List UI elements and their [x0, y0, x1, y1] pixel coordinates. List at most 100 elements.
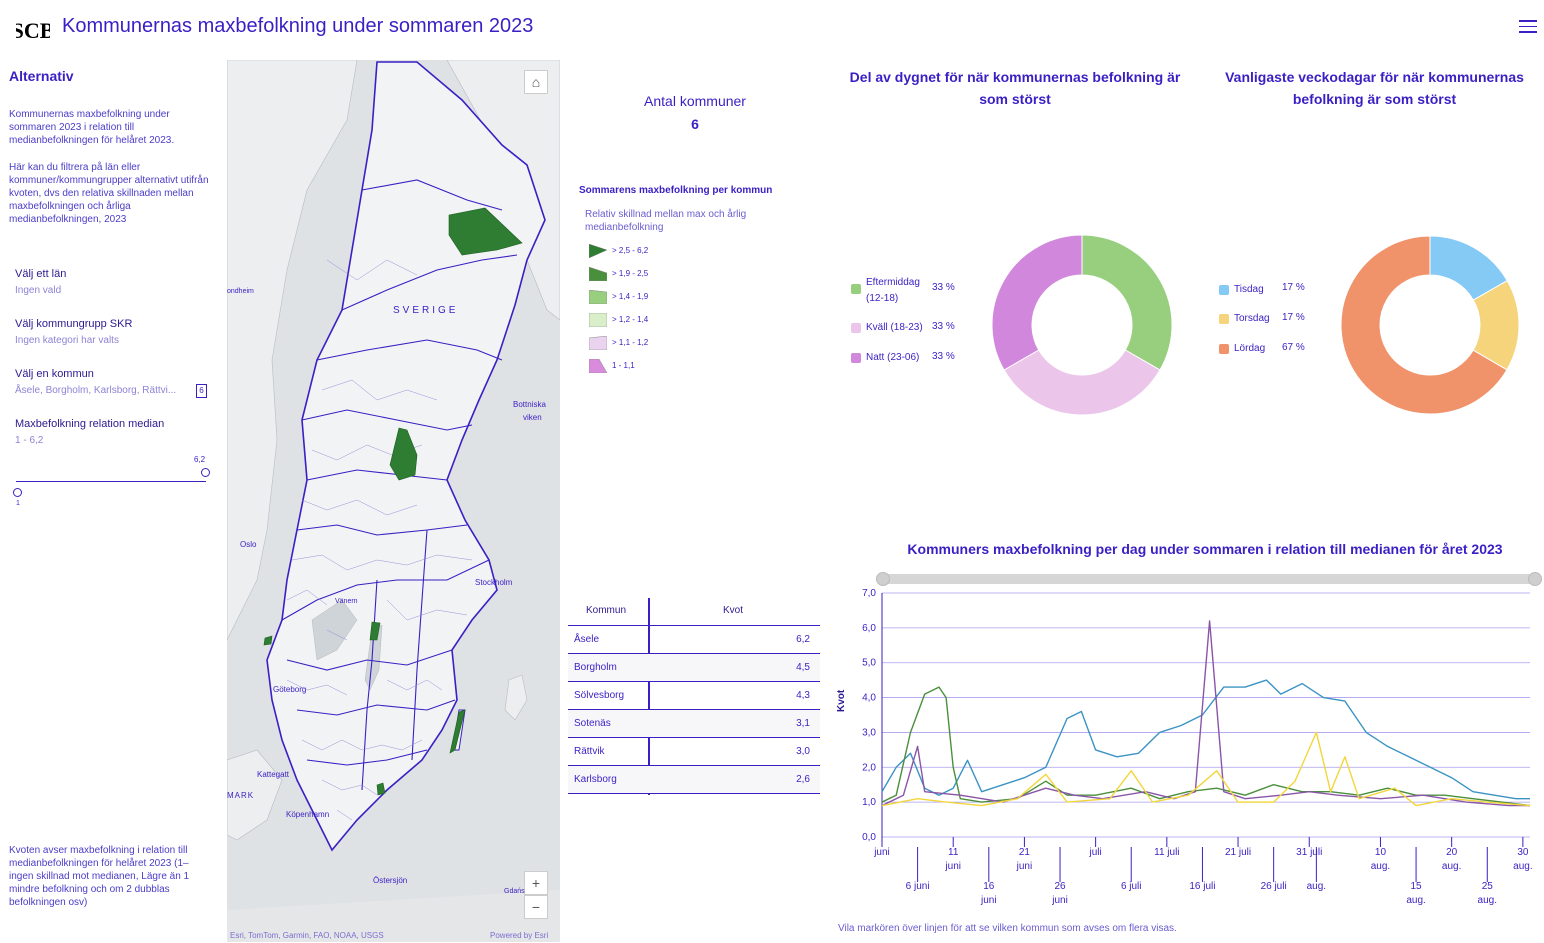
map-label-goteborg: Göteborg	[273, 685, 307, 694]
table-row[interactable]: Åsele 6,2	[568, 626, 820, 654]
kommun-rattvik[interactable]	[389, 427, 418, 481]
legend-subtitle: Relativ skillnad mellan max och årlig me…	[585, 209, 747, 233]
donut2-legend-swatch	[1219, 285, 1229, 295]
y-tick-label: 3,0	[862, 727, 876, 738]
donut2-title: Vanligaste veckodagar för när kommunerna…	[1225, 69, 1524, 107]
table-cell-kvot: 3,1	[796, 718, 810, 729]
donut2-legend-label: Lördag	[1234, 343, 1266, 354]
donut1-chart[interactable]	[980, 225, 1185, 425]
table-row[interactable]: Sotenäs 3,1	[568, 710, 820, 738]
table-cell-kommun: Sölvesborg	[574, 690, 625, 701]
donut2-legend-value: 17 %	[1282, 312, 1305, 323]
time-scrollbar-left-handle[interactable]	[876, 572, 890, 586]
table-header-kommun[interactable]: Kommun	[586, 605, 627, 616]
legend-label: > 2,5 - 6,2	[612, 246, 649, 255]
kommun-asele[interactable]	[448, 207, 523, 256]
slider-max-handle[interactable]	[201, 468, 210, 477]
slider-min-label: 1	[16, 500, 20, 507]
sidebar-heading: Alternativ	[9, 68, 74, 84]
sidebar-help: Här kan du filtrera på län eller kommune…	[9, 162, 209, 225]
map-canvas[interactable]	[227, 60, 560, 942]
kommun-borgholm[interactable]	[449, 709, 466, 754]
donut1-legend-swatch	[851, 284, 861, 294]
map-view[interactable]: ⌂ + − SVERIGE ondheim Bottniska viken Os…	[227, 60, 560, 942]
kommun-karlsborg[interactable]	[369, 621, 381, 641]
time-scrollbar[interactable]	[880, 574, 1542, 584]
kommun-solvesborg[interactable]	[376, 782, 386, 796]
filter-lan-label[interactable]: Välj ett län	[15, 268, 67, 280]
y-tick-label: 0,0	[862, 832, 876, 843]
map-label-viken: viken	[523, 413, 542, 422]
filter-skr-label[interactable]: Välj kommungrupp SKR	[15, 318, 133, 330]
home-icon[interactable]: ⌂	[524, 70, 548, 94]
slider-track[interactable]	[16, 481, 206, 482]
donut1-title: Del av dygnet för när kommunernas befolk…	[849, 69, 1181, 107]
legend-label: 1 - 1,1	[612, 361, 635, 370]
kpi-value: 6	[691, 116, 699, 132]
x-tick-label: 31 juli	[1296, 847, 1322, 858]
time-scrollbar-right-handle[interactable]	[1528, 572, 1542, 586]
map-label-vanern: Vänern	[335, 598, 358, 605]
esri-powered[interactable]: Powered by Esri	[490, 931, 549, 940]
legend-swatch	[589, 267, 607, 281]
donut-slice[interactable]	[1003, 349, 1161, 416]
series-line[interactable]	[881, 686, 1531, 807]
legend-label: > 1,4 - 1,9	[612, 292, 649, 301]
table-row[interactable]: Sölvesborg 4,3	[568, 682, 820, 710]
x-tick-label: 16 juli	[1189, 881, 1215, 892]
filter-kommun-value[interactable]: Åsele, Borgholm, Karlsborg, Rättvi...	[15, 385, 177, 396]
donut1-legend-label: Natt (23-06)	[866, 352, 920, 363]
donut1-legend-value: 33 %	[932, 321, 955, 332]
x-tick-label: 16 juni	[980, 881, 997, 906]
legend-label: > 1,2 - 1,4	[612, 315, 649, 324]
map-label-kattegatt: Kattegatt	[257, 770, 290, 779]
map-label-sverige: SVERIGE	[393, 305, 459, 316]
x-tick-label: juli	[1089, 847, 1102, 858]
donut2-legend-swatch	[1219, 344, 1229, 354]
x-tick-label: 6 juli	[1121, 881, 1142, 892]
x-tick-label: 11 juni	[944, 847, 961, 872]
donut-slice[interactable]	[1340, 235, 1508, 415]
donut-slice[interactable]	[991, 234, 1083, 371]
legend-swatch	[589, 359, 607, 373]
series-line[interactable]	[881, 620, 1530, 807]
table-row[interactable]: Karlsborg 2,6	[568, 766, 820, 794]
filter-kommun-label[interactable]: Välj en kommun	[15, 368, 94, 380]
app-header: SCB Kommunernas maxbefolkning under somm…	[0, 0, 1544, 56]
legend-title: Sommarens maxbefolkning per kommun	[579, 185, 773, 196]
legend-swatch	[589, 313, 607, 327]
map-label-stockholm: Stockholm	[475, 578, 513, 587]
line-chart[interactable]: 0,0 1,0 2,0 3,0 4,0 5,0 6,0 7,0 juni 11 juni 21 juni…	[840, 585, 1540, 915]
series-line[interactable]	[881, 679, 1530, 800]
map-label-bottniska: Bottniska	[513, 400, 546, 409]
table-row[interactable]: Borgholm 4,5	[568, 654, 820, 682]
menu-icon[interactable]	[1519, 20, 1537, 36]
slider-min-handle[interactable]	[13, 488, 22, 497]
selected-count-badge: 6	[196, 384, 207, 398]
table-cell-kvot: 4,5	[796, 662, 810, 673]
table-cell-kommun: Åsele	[574, 634, 600, 645]
kommun-sotenas[interactable]	[263, 635, 273, 646]
filter-skr-value[interactable]: Ingen kategori har valts	[15, 335, 119, 346]
table-header-kvot[interactable]: Kvot	[723, 605, 744, 616]
legend-swatch	[589, 336, 607, 350]
donut2-legend-value: 17 %	[1282, 282, 1305, 293]
zoom-in-button[interactable]: +	[524, 871, 548, 895]
x-tick-label: juni	[873, 847, 890, 858]
table-row[interactable]: Rättvik 3,0	[568, 738, 820, 766]
donut1-legend-label-2: (12-18)	[866, 293, 899, 304]
map-label-mark: MARK	[227, 791, 255, 800]
donut2-legend-label: Tisdag	[1234, 284, 1264, 295]
donut1-legend-swatch	[851, 323, 861, 333]
filter-kvot-label: Maxbefolkning relation median	[15, 418, 165, 430]
scb-logo: SCB	[16, 18, 50, 43]
kpi-label: Antal kommuner	[644, 93, 746, 109]
donut1-legend-label: Eftermiddag	[866, 277, 920, 288]
donut1-legend-swatch	[851, 353, 861, 363]
donut2-chart[interactable]	[1330, 225, 1535, 425]
x-tick-label: 6 juni	[906, 881, 930, 892]
donut-slice[interactable]	[1081, 234, 1173, 371]
zoom-out-button[interactable]: −	[524, 895, 548, 919]
filter-lan-value[interactable]: Ingen vald	[15, 285, 62, 296]
series-line[interactable]	[881, 731, 1531, 807]
